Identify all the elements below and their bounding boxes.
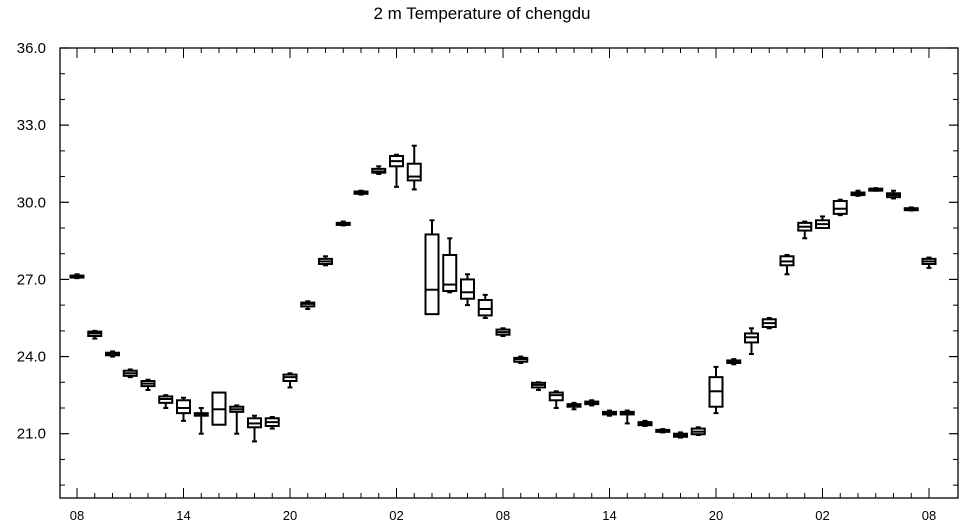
box-item bbox=[513, 355, 529, 364]
box-item bbox=[282, 372, 298, 389]
box-item bbox=[211, 391, 227, 426]
box-item bbox=[318, 255, 333, 267]
box-item bbox=[424, 219, 440, 316]
box-item bbox=[797, 220, 813, 240]
box-iqr bbox=[442, 254, 458, 292]
box-item bbox=[619, 409, 635, 425]
plot-frame bbox=[59, 47, 959, 499]
box-item bbox=[122, 368, 138, 379]
box-item bbox=[176, 396, 191, 422]
y-tick-label: 21.0 bbox=[17, 426, 46, 443]
box-iqr bbox=[548, 391, 564, 402]
box-item bbox=[247, 414, 262, 443]
box-item bbox=[105, 350, 120, 358]
box-item bbox=[300, 300, 316, 310]
box-item bbox=[389, 153, 404, 188]
x-tick-label: 02 bbox=[815, 508, 829, 523]
box-item bbox=[566, 401, 582, 411]
box-item bbox=[779, 254, 795, 276]
box-item bbox=[460, 273, 475, 307]
box-item bbox=[832, 198, 848, 217]
box-item bbox=[353, 189, 369, 196]
box-item bbox=[761, 317, 777, 330]
boxes bbox=[69, 144, 937, 443]
box-item bbox=[264, 416, 280, 430]
box-item bbox=[158, 394, 174, 409]
box-item bbox=[903, 206, 919, 212]
box-item bbox=[335, 220, 351, 227]
y-tick-label: 30.0 bbox=[17, 194, 46, 211]
box-item bbox=[140, 378, 156, 391]
box-item bbox=[69, 273, 85, 280]
box-item bbox=[477, 293, 493, 319]
box-item bbox=[548, 390, 564, 409]
box-item bbox=[921, 256, 937, 269]
x-tick-label: 14 bbox=[602, 508, 616, 523]
box-item bbox=[744, 327, 759, 355]
box-item bbox=[673, 431, 688, 439]
box-item bbox=[406, 144, 422, 191]
x-tick-label: 08 bbox=[922, 508, 936, 523]
box-item bbox=[886, 189, 901, 200]
box-iqr bbox=[477, 299, 493, 317]
box-item bbox=[637, 419, 653, 427]
box-item bbox=[708, 365, 724, 415]
box-item bbox=[531, 381, 546, 391]
y-tick-label: 24.0 bbox=[17, 349, 46, 366]
chart-title: 2 m Temperature of chengdu bbox=[373, 4, 591, 23]
x-tick-label: 08 bbox=[70, 508, 84, 523]
box-item bbox=[371, 165, 387, 175]
x-tick-label: 14 bbox=[176, 508, 190, 523]
box-item bbox=[193, 407, 209, 435]
y-tick-label: 33.0 bbox=[17, 117, 46, 134]
box-item bbox=[87, 329, 103, 340]
x-axis: 08 14 20 02 08 14 20 02 08 bbox=[70, 48, 936, 523]
box-item bbox=[655, 428, 671, 434]
x-tick-label: 08 bbox=[496, 508, 510, 523]
x-tick-label: 02 bbox=[389, 508, 403, 523]
box-iqr bbox=[424, 233, 440, 316]
x-tick-label: 20 bbox=[283, 508, 297, 523]
box-iqr bbox=[406, 162, 422, 182]
box-iqr bbox=[832, 200, 848, 215]
y-tick-label: 36.0 bbox=[17, 40, 46, 57]
x-tick-label: 20 bbox=[709, 508, 723, 523]
y-axis: 21.0 24.0 27.0 30.0 33.0 36.0 bbox=[17, 40, 958, 486]
box-item bbox=[442, 237, 458, 294]
y-tick-label: 27.0 bbox=[17, 271, 46, 288]
box-item bbox=[495, 327, 511, 337]
box-item bbox=[584, 399, 600, 407]
box-item bbox=[602, 409, 617, 417]
box-iqr bbox=[176, 399, 191, 415]
box-item bbox=[726, 358, 742, 366]
box-item bbox=[690, 426, 706, 436]
box-item bbox=[229, 404, 245, 435]
box-item bbox=[868, 187, 884, 192]
box-iqr bbox=[460, 278, 475, 300]
box-item bbox=[815, 215, 830, 230]
box-item bbox=[850, 189, 866, 197]
